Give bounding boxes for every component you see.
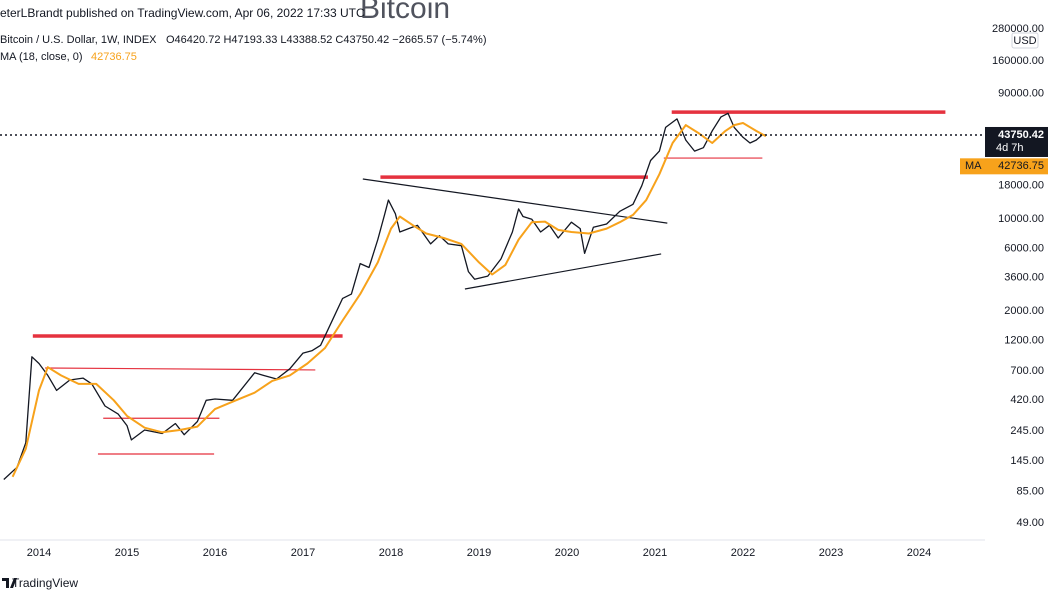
x-tick-label: 2019 <box>467 547 491 559</box>
y-tick-label: 6000.00 <box>1004 242 1044 254</box>
y-tick-label: 90000.00 <box>998 88 1044 100</box>
ma-tag-name: MA <box>965 160 982 172</box>
y-tick-label: 280000.00 <box>992 23 1044 35</box>
countdown: 4d 7h <box>996 142 1024 154</box>
footer-logo <box>2 578 17 588</box>
x-tick-label: 2018 <box>379 547 403 559</box>
x-tick-label: 2016 <box>203 547 227 559</box>
price-label: 43750.42 <box>998 129 1044 141</box>
legend-ma: MA (18, close, 0) <box>0 51 83 63</box>
drawing-line <box>464 253 662 290</box>
legend-ma-value: 42736.75 <box>91 51 137 63</box>
x-tick-label: 2024 <box>907 547 931 559</box>
y-tick-label: 85.00 <box>1016 485 1044 497</box>
legend-ohlc: O46420.72 H47193.33 L43388.52 C43750.42 … <box>166 34 487 46</box>
ma-label: 42736.75 <box>998 160 1044 172</box>
x-tick-label: 2014 <box>27 547 51 559</box>
x-tick-label: 2020 <box>555 547 579 559</box>
x-tick-label: 2023 <box>819 547 843 559</box>
y-tick-label: 49.00 <box>1016 517 1044 529</box>
drawing-line <box>45 367 316 371</box>
y-tick-label: 10000.00 <box>998 213 1044 225</box>
x-tick-label: 2021 <box>643 547 667 559</box>
footer: TradingView <box>12 576 78 590</box>
y-tick-label: 3600.00 <box>1004 272 1044 284</box>
price-tag <box>985 126 1048 157</box>
watermark: Bitcoin <box>360 0 450 25</box>
series-line <box>11 122 767 478</box>
legend-series: Bitcoin / U.S. Dollar, 1W, INDEX <box>0 34 157 46</box>
ma-tag <box>960 158 1048 175</box>
y-tick-label: 700.00 <box>1010 365 1044 377</box>
currency-box[interactable] <box>1011 32 1039 49</box>
y-tick-label: 1200.00 <box>1004 334 1044 346</box>
series-line <box>3 112 766 480</box>
y-tick-label: 160000.00 <box>992 55 1044 67</box>
currency[interactable]: USD <box>1013 35 1036 47</box>
y-tick-label: 245.00 <box>1010 425 1044 437</box>
header: eterLBrandt published on TradingView.com… <box>0 6 365 20</box>
x-tick-label: 2017 <box>291 547 315 559</box>
x-tick-label: 2022 <box>731 547 755 559</box>
y-tick-label: 145.00 <box>1010 455 1044 467</box>
y-tick-label: 18000.00 <box>998 180 1044 192</box>
y-tick-label: 2000.00 <box>1004 305 1044 317</box>
x-tick-label: 2015 <box>115 547 139 559</box>
y-tick-label: 420.00 <box>1010 394 1044 406</box>
drawing-line <box>362 178 668 224</box>
